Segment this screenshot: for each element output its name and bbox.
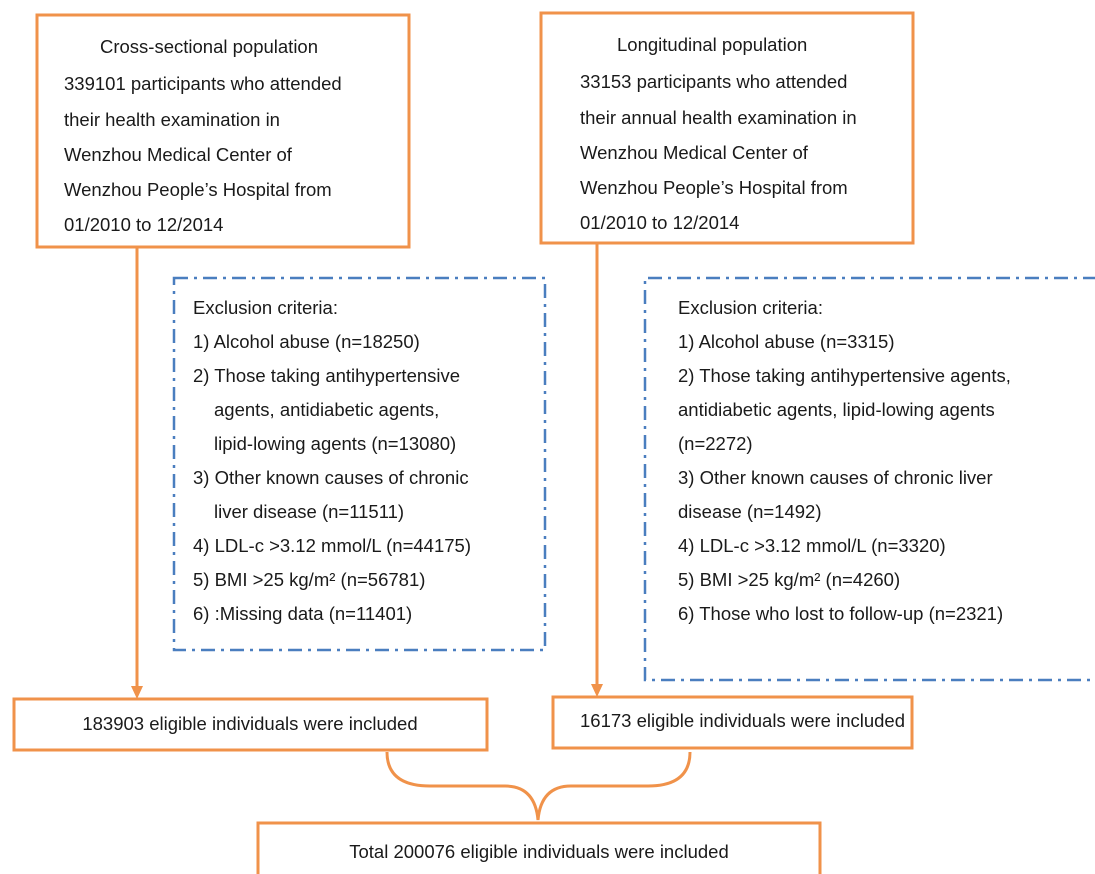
box-text: 339101 participants who attended: [64, 73, 342, 94]
exclusion-item: liver disease (n=11511): [214, 501, 404, 522]
exclusion-item: 5) BMI >25 kg/m² (n=4260): [678, 569, 900, 590]
box: [551, 695, 914, 750]
box-text: 16173 eligible individuals were included: [580, 710, 905, 731]
exclusion-item: 3) Other known causes of chronic: [193, 467, 469, 488]
box-text: Wenzhou Medical Center of: [580, 142, 809, 163]
box-text: Wenzhou Medical Center of: [64, 144, 293, 165]
box-text: their health examination in: [64, 109, 280, 130]
dashed-box: [643, 276, 1095, 682]
brace: [385, 751, 692, 821]
texts: Cross-sectional population 339101 partici…: [64, 34, 1011, 862]
box-text: 183903 eligible individuals were include…: [82, 713, 417, 734]
box: [35, 13, 411, 249]
box-text: Cross-sectional population: [100, 36, 318, 57]
exclusion-item: agents, antidiabetic agents,: [214, 399, 439, 420]
box-text: Wenzhou People’s Hospital from: [64, 179, 332, 200]
exclusion-item: 6) Those who lost to follow-up (n=2321): [678, 603, 1003, 624]
box-text: Longitudinal population: [617, 34, 807, 55]
box: [12, 697, 489, 752]
box-text: 33153 participants who attended: [580, 71, 847, 92]
box-text: their annual health examination in: [580, 107, 857, 128]
exclusion-item: 3) Other known causes of chronic liver: [678, 467, 993, 488]
box: [539, 11, 915, 245]
arrowhead: [131, 686, 143, 699]
exclusion-title: Exclusion criteria:: [193, 297, 338, 318]
exclusion-item: 4) LDL-c >3.12 mmol/L (n=44175): [193, 535, 471, 556]
exclusion-item: 4) LDL-c >3.12 mmol/L (n=3320): [678, 535, 946, 556]
exclusion-item: 5) BMI >25 kg/m² (n=56781): [193, 569, 425, 590]
box-text: Wenzhou People’s Hospital from: [580, 177, 848, 198]
exclusion-item: lipid-lowing agents (n=13080): [214, 433, 456, 454]
box-text: 01/2010 to 12/2014: [580, 212, 739, 233]
exclusion-item: 2) Those taking antihypertensive agents,: [678, 365, 1011, 386]
exclusion-item: 2) Those taking antihypertensive: [193, 365, 460, 386]
box-text: 01/2010 to 12/2014: [64, 214, 223, 235]
arrowhead: [591, 684, 603, 697]
box-text: Total 200076 eligible individuals were i…: [349, 841, 729, 862]
exclusion-item: (n=2272): [678, 433, 753, 454]
exclusion-item: 1) Alcohol abuse (n=3315): [678, 331, 895, 352]
dashed-box: [172, 276, 547, 652]
exclusion-item: 6) :Missing data (n=11401): [193, 603, 412, 624]
exclusion-item: antidiabetic agents, lipid-lowing agents: [678, 399, 995, 420]
exclusion-title: Exclusion criteria:: [678, 297, 823, 318]
exclusion-item: disease (n=1492): [678, 501, 821, 522]
box: [256, 821, 822, 874]
exclusion-item: 1) Alcohol abuse (n=18250): [193, 331, 420, 352]
